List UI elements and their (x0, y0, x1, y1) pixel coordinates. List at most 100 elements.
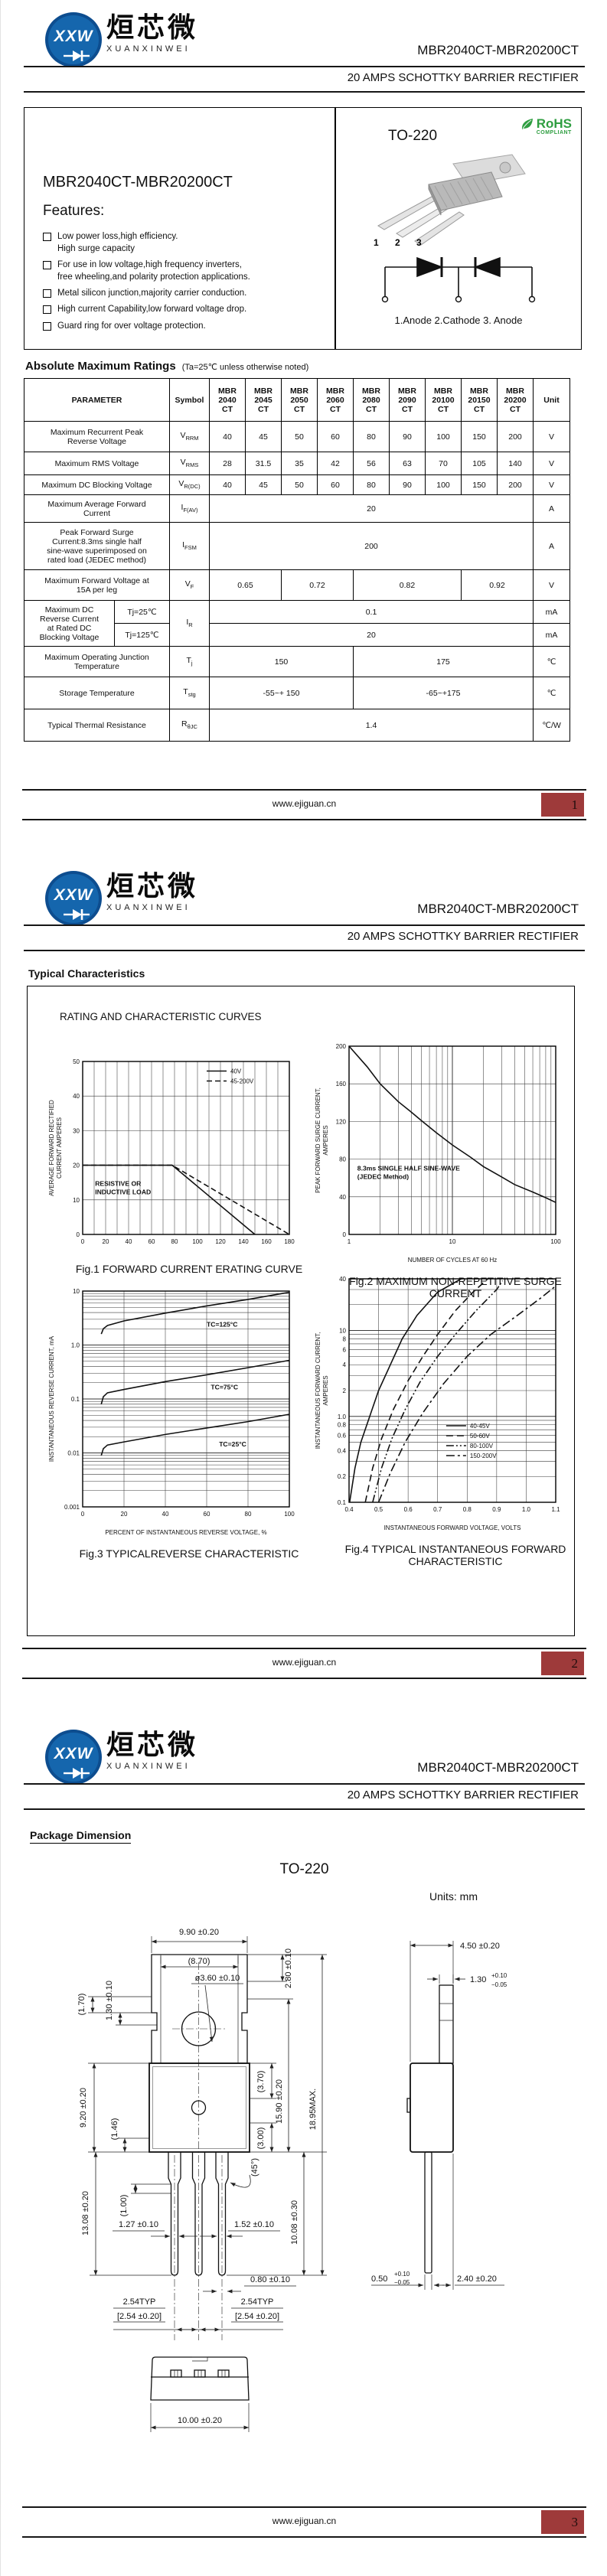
dim-146: (1.46) (110, 2118, 119, 2141)
table-cell: V (533, 421, 570, 452)
svg-text:INSTANTANEOUS REVERSE CURRENT,: INSTANTANEOUS REVERSE CURRENT, mA (48, 1335, 55, 1462)
product-title: MBR2040CT-MBR20200CT (43, 174, 233, 191)
svg-text:80: 80 (339, 1156, 346, 1163)
svg-text:0.1: 0.1 (71, 1396, 80, 1403)
svg-text:4: 4 (343, 1361, 347, 1368)
table-cell: Maximum DC Reverse Current at Rated DC B… (24, 600, 115, 647)
svg-text:0.4: 0.4 (338, 1447, 347, 1454)
dim-254-left: 2.54TYP (123, 2297, 156, 2307)
svg-text:TC=75°C: TC=75°C (210, 1383, 238, 1391)
table-cell: 45 (245, 474, 282, 495)
table-cell: 42 (317, 452, 354, 475)
table-cell: A (533, 494, 570, 523)
header-rule (24, 924, 585, 926)
features-list: Low power loss,high efficiency. High sur… (43, 230, 327, 336)
company-name-en: XUANXINWEI (106, 44, 191, 54)
svg-text:20: 20 (121, 1511, 128, 1518)
table-cell: IR (169, 600, 210, 647)
table-row: PARAMETER Symbol MBR 2040 CT MBR 2045 CT MBR… (24, 378, 570, 422)
footer-website: www.ejiguan.cn (272, 2516, 337, 2526)
side-view: 4.50 ±0.20 1.30 +0.10 −0.05 0.50 +0.10 −… (371, 1941, 507, 2290)
column-header: MBR 20150 CT (461, 378, 498, 422)
column-header: PARAMETER (24, 378, 170, 422)
logo-mark-icon: XXW (45, 12, 102, 67)
table-cell: 50 (281, 474, 318, 495)
table-row: Storage Temperature Tstg -55~+ 150 -65~+175… (24, 677, 570, 709)
svg-text:INSTANTANEOUS FORWARD VOLTAGE,: INSTANTANEOUS FORWARD VOLTAGE, VOLTS (384, 1524, 521, 1531)
svg-text:50-60V: 50-60V (470, 1433, 490, 1440)
ratings-heading-text: Absolute Maximum Ratings (25, 360, 176, 373)
dim-920: 9.20 ±0.20 (79, 2088, 88, 2128)
svg-text:160: 160 (336, 1081, 347, 1087)
table-cell: 35 (281, 452, 318, 475)
header-rule (24, 66, 585, 67)
doc-subtitle: 20 AMPS SCHOTTKY BARRIER RECTIFIER (347, 930, 579, 943)
table-cell: 45 (245, 421, 282, 452)
logo-text: 烜芯微 XUANXINWEI (106, 12, 198, 54)
dim-45deg: (45°) (250, 2158, 259, 2177)
svg-text:0: 0 (81, 1238, 85, 1245)
svg-text:100: 100 (192, 1238, 203, 1245)
table-cell: Peak Forward Surge Current:8.3ms single … (24, 522, 170, 570)
dim-254-left-tol: [2.54 ±0.20] (117, 2312, 162, 2321)
checkbox-icon (43, 321, 51, 331)
logo-badge-text: XXW (54, 886, 93, 904)
column-header: MBR 2045 CT (245, 378, 282, 422)
svg-text:0.4: 0.4 (344, 1506, 354, 1513)
column-header: MBR 20100 CT (425, 378, 462, 422)
footer-website: www.ejiguan.cn (272, 1657, 337, 1668)
svg-text:80: 80 (245, 1511, 252, 1518)
table-row: Maximum Recurrent Peak Reverse Voltage VR… (24, 421, 570, 452)
svg-text:1.0: 1.0 (522, 1506, 531, 1513)
ratings-table: PARAMETER Symbol MBR 2040 CT MBR 2045 CT MBR… (24, 378, 570, 742)
ratings-note: (Ta=25℃ unless otherwise noted) (181, 363, 309, 372)
header-rule (24, 1783, 585, 1785)
page-number: 3 (541, 2510, 584, 2534)
dim-130: 1.30 ±0.10 (105, 1981, 114, 2020)
svg-text:20: 20 (73, 1162, 80, 1169)
header-rule (24, 950, 585, 951)
svg-text:NUMBER OF CYCLES AT 60 Hz: NUMBER OF CYCLES AT 60 Hz (408, 1257, 498, 1264)
svg-text:1.0: 1.0 (71, 1342, 80, 1349)
table-row: Maximum Forward Voltage at 15A per leg VF… (24, 569, 570, 601)
dim-370: (3.70) (256, 2071, 266, 2093)
column-header: Symbol (169, 378, 210, 422)
table-cell: -65~+175 (353, 677, 534, 709)
company-name-cn: 烜芯微 (106, 11, 199, 43)
rohs-compliant-text: COMPLIANT (536, 130, 572, 135)
table-row: Maximum RMS Voltage VRMS 28 31.5 35 42 56 63 70 1… (24, 452, 570, 475)
figure-2: 1 10 100 0 40 80 120 160 200 8.3ms SINGLE HALF SI… (312, 1037, 579, 1299)
dim-1000: 10.00 ±0.20 (178, 2416, 222, 2425)
table-row: Maximum Average Forward Current IF(AV) 20 A (24, 494, 570, 523)
features-heading: Features: (43, 203, 105, 219)
logo-mark-icon: XXW (45, 1730, 102, 1785)
dim-080: 0.80 ±0.10 (250, 2275, 290, 2284)
chart-fig4: 0.4 0.5 0.6 0.7 0.8 0.9 1.0 1.1 0.1 0.2 0.4 0.6 0.8 1… (312, 1270, 579, 1538)
svg-text:AMPERES: AMPERES (322, 1375, 329, 1405)
front-view-dimensions: 9.90 ±0.20 (8.70) ø3.60 ±0.10 (1.70) 1.3… (77, 1928, 327, 2332)
table-cell: Maximum RMS Voltage (24, 452, 170, 475)
svg-text:RESISTIVE OR: RESISTIVE OR (95, 1180, 142, 1188)
svg-text:100: 100 (550, 1238, 561, 1245)
package-name: TO-220 (387, 128, 438, 144)
svg-text:40: 40 (126, 1238, 132, 1245)
package-dimension-drawing: 9.90 ±0.20 (8.70) ø3.60 ±0.10 (1.70) 1.3… (77, 1928, 507, 2432)
svg-text:1.1: 1.1 (551, 1506, 560, 1513)
doc-subtitle: 20 AMPS SCHOTTKY BARRIER RECTIFIER (347, 1789, 579, 1802)
table-cell: 50 (281, 421, 318, 452)
table-cell: 200 (497, 474, 534, 495)
checkbox-icon (43, 233, 51, 241)
curves-box: RATING AND CHARACTERISTIC CURVES 0 20 40 60… (27, 986, 575, 1636)
table-cell: 105 (461, 452, 498, 475)
typical-characteristics-heading: Typical Characteristics (28, 967, 145, 980)
table-cell: 40 (209, 421, 246, 452)
svg-text:(JEDEC Method): (JEDEC Method) (357, 1172, 409, 1180)
diode-icon (64, 1768, 90, 1779)
table-cell: Storage Temperature (24, 677, 170, 709)
chart-fig3: 0 20 40 60 80 100 0.001 0.01 0.1 1.0 10 TC=125°C TC=… (46, 1282, 312, 1543)
table-cell: 0.72 (281, 569, 354, 601)
figure-4-caption: Fig.4 TYPICAL INSTANTANEOUS FORWARD CHAR… (344, 1543, 566, 1567)
figure-1: 0 20 40 60 80 100 120 140 160 180 0 10 20 30 40 50 40V 45… (46, 1052, 312, 1275)
table-cell: 40 (209, 474, 246, 495)
dim-254-right: 2.54TYP (241, 2297, 274, 2307)
